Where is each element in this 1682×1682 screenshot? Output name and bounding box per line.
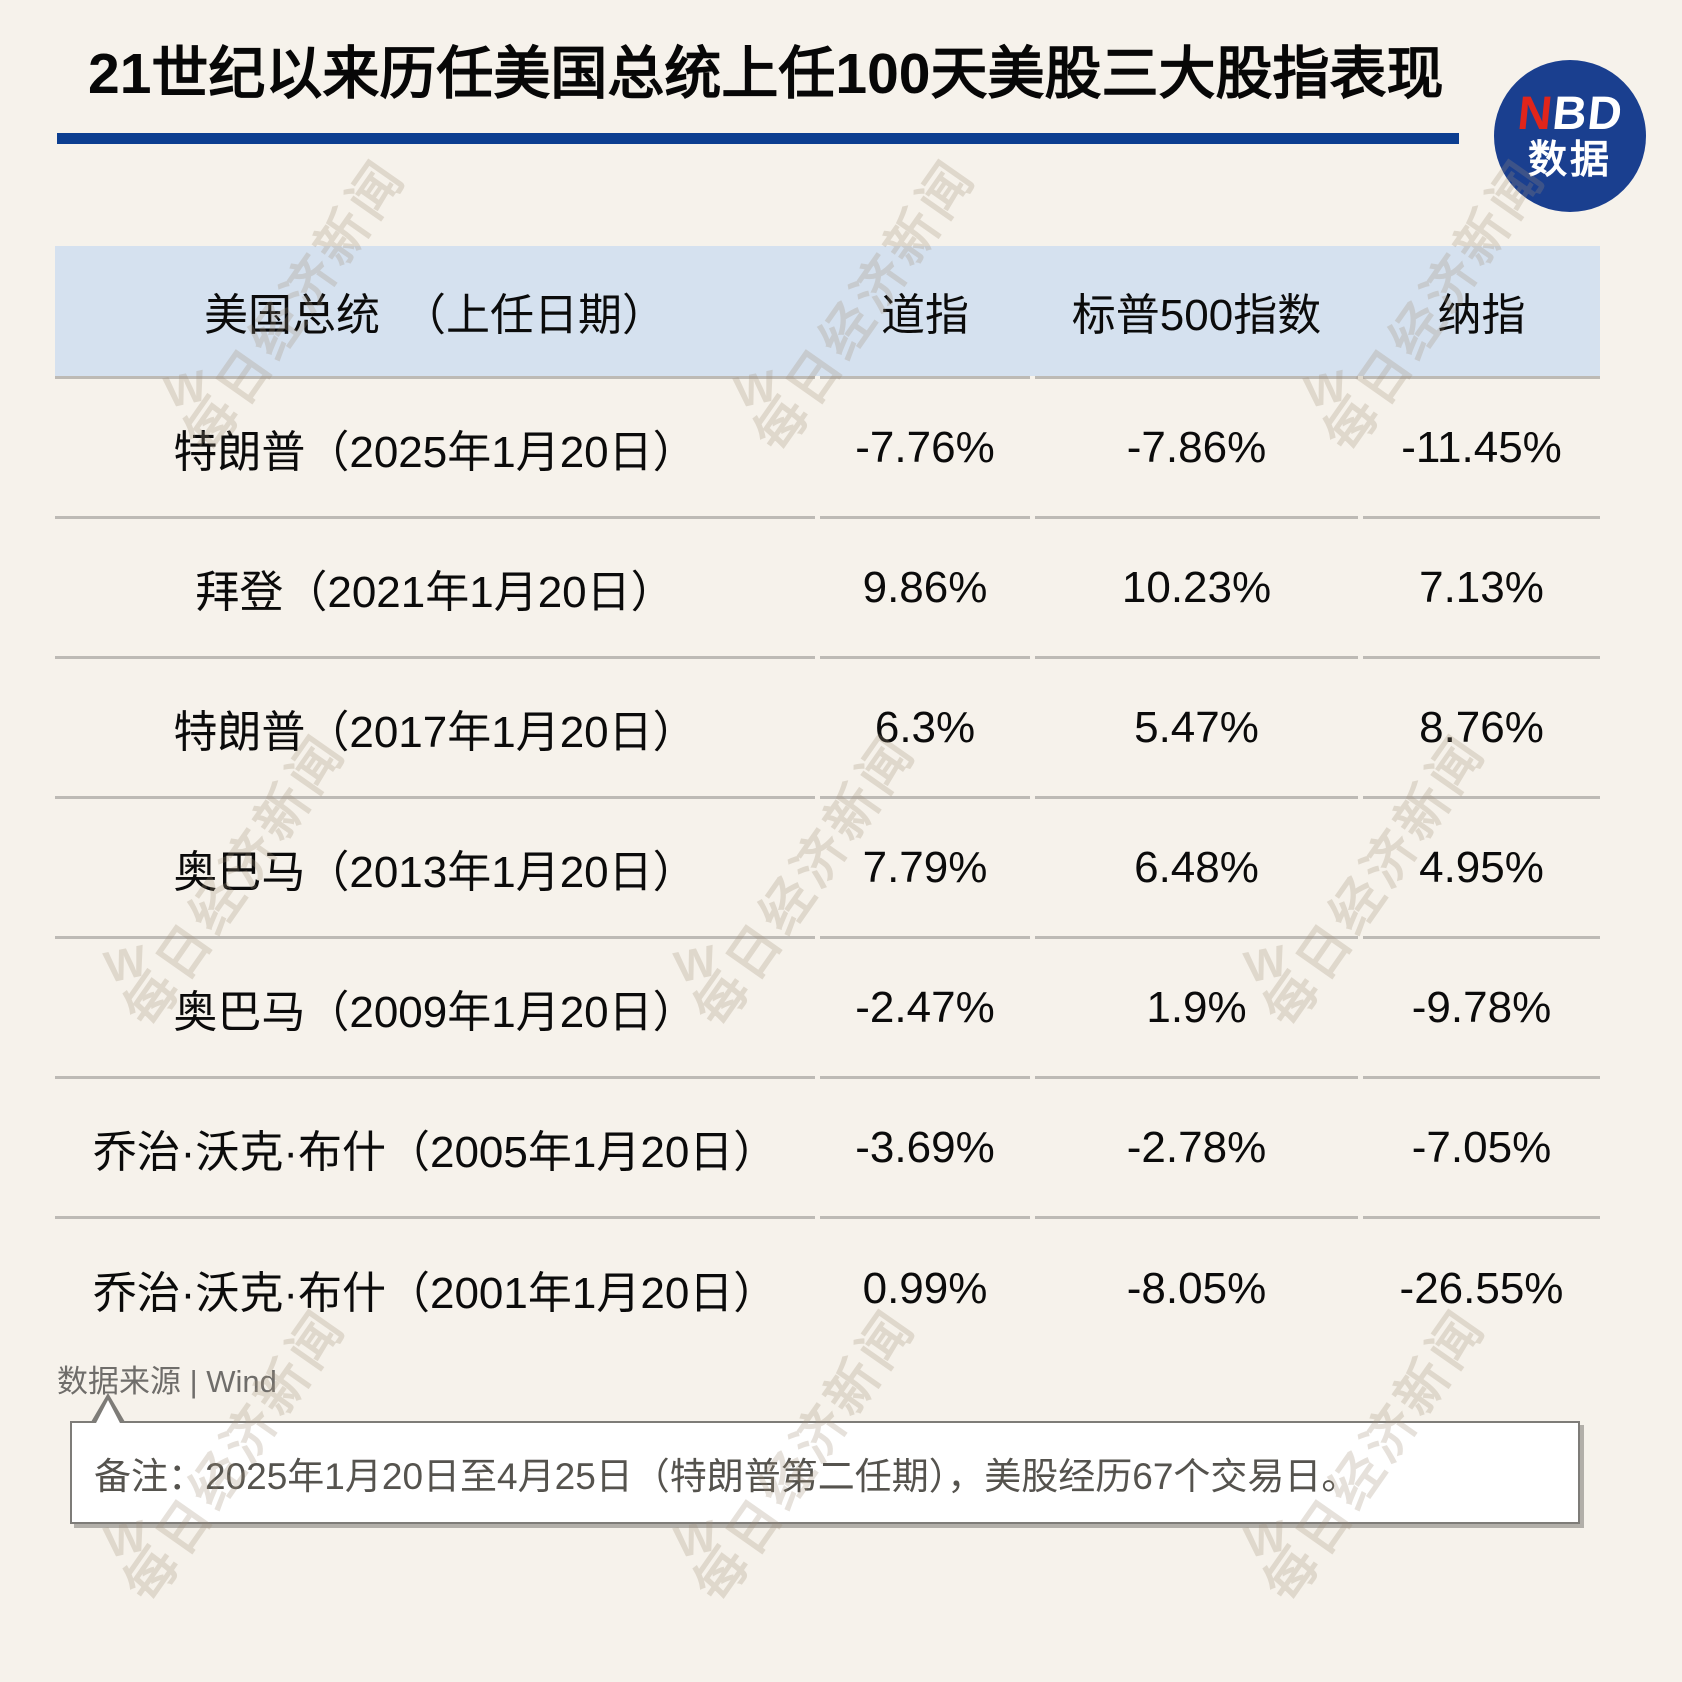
sp500-cell: 5.47% bbox=[1035, 659, 1358, 799]
nasdaq-cell: -26.55% bbox=[1399, 1264, 1564, 1313]
note-box: 备注：2025年1月20日至4月25日（特朗普第二任期），美股经历67个交易日。 bbox=[70, 1421, 1580, 1524]
sp500-cell: 10.23% bbox=[1035, 519, 1358, 659]
note-text: 备注：2025年1月20日至4月25日（特朗普第二任期），美股经历67个交易日。 bbox=[94, 1455, 1359, 1497]
president-cell: 乔治·沃克·布什（2001年1月20日） bbox=[92, 1269, 778, 1318]
table-header-row: 美国总统 （上任日期） 道指 标普500指数 纳指 bbox=[55, 246, 1600, 379]
sp500-cell: 1.9% bbox=[1035, 939, 1358, 1079]
note-callout-pointer-fill bbox=[95, 1400, 121, 1425]
header-cell-dow: 道指 bbox=[820, 246, 1030, 379]
nbd-logo-n: N bbox=[1514, 86, 1556, 139]
nbd-data-logo: NBD 数据 bbox=[1494, 60, 1646, 212]
nasdaq-cell: -7.05% bbox=[1363, 1079, 1600, 1219]
president-cell: 特朗普（2025年1月20日） bbox=[55, 379, 815, 519]
data-source-label: 数据来源 | Wind bbox=[57, 1364, 277, 1399]
nasdaq-cell: -9.78% bbox=[1363, 939, 1600, 1079]
sp500-cell: -2.78% bbox=[1035, 1079, 1358, 1219]
sp500-cell: -7.86% bbox=[1035, 379, 1358, 519]
title-underline bbox=[57, 133, 1459, 144]
sp500-cell: 6.48% bbox=[1035, 799, 1358, 939]
table-row: 特朗普（2017年1月20日） 6.3% 5.47% 8.76% bbox=[55, 659, 1600, 799]
dow-cell: -2.47% bbox=[820, 939, 1030, 1079]
nbd-logo-bd: BD bbox=[1549, 86, 1626, 139]
header-cell-president: 美国总统 （上任日期） bbox=[55, 246, 815, 379]
sp500-cell: -8.05% bbox=[1126, 1264, 1267, 1313]
page-title: 21世纪以来历任美国总统上任100天美股三大股指表现 bbox=[88, 42, 1444, 106]
table-row: 奥巴马（2013年1月20日） 7.79% 6.48% 4.95% bbox=[55, 799, 1600, 939]
nbd-logo-text: NBD bbox=[1514, 86, 1626, 139]
nbd-logo-sub: 数据 bbox=[1527, 139, 1612, 182]
dow-cell: -7.76% bbox=[820, 379, 1030, 519]
header-cell-sp500: 标普500指数 bbox=[1035, 246, 1358, 379]
dow-cell: 6.3% bbox=[820, 659, 1030, 799]
dow-cell: 7.79% bbox=[820, 799, 1030, 939]
president-cell: 特朗普（2017年1月20日） bbox=[55, 659, 815, 799]
president-cell: 奥巴马（2009年1月20日） bbox=[55, 939, 815, 1079]
nasdaq-cell: 4.95% bbox=[1363, 799, 1600, 939]
table-header-background bbox=[55, 246, 1600, 376]
dow-cell: -3.69% bbox=[820, 1079, 1030, 1219]
table-row: 乔治·沃克·布什（2005年1月20日） -3.69% -2.78% -7.05% bbox=[55, 1079, 1600, 1219]
nasdaq-cell: 8.76% bbox=[1363, 659, 1600, 799]
table-row: 奥巴马（2009年1月20日） -2.47% 1.9% -9.78% bbox=[55, 939, 1600, 1079]
nasdaq-cell: 7.13% bbox=[1363, 519, 1600, 659]
table-row: 特朗普（2025年1月20日） -7.76% -7.86% -11.45% bbox=[55, 379, 1600, 519]
header-cell-nasdaq: 纳指 bbox=[1363, 246, 1600, 379]
president-cell: 奥巴马（2013年1月20日） bbox=[55, 799, 815, 939]
nasdaq-cell: -11.45% bbox=[1363, 379, 1600, 519]
table-row: 乔治·沃克·布什（2001年1月20日） 0.99% -8.05% -26.55% bbox=[55, 1219, 1600, 1359]
dow-cell: 0.99% bbox=[862, 1264, 988, 1313]
table-body: 特朗普（2025年1月20日） -7.76% -7.86% -11.45% 拜登（202… bbox=[55, 379, 1600, 1359]
president-cell: 乔治·沃克·布什（2005年1月20日） bbox=[55, 1079, 815, 1219]
dow-cell: 9.86% bbox=[820, 519, 1030, 659]
table-row: 拜登（2021年1月20日） 9.86% 10.23% 7.13% bbox=[55, 519, 1600, 659]
index-performance-table: 美国总统 （上任日期） 道指 标普500指数 纳指 特朗普（2025年1月20日… bbox=[55, 246, 1600, 1359]
president-cell: 拜登（2021年1月20日） bbox=[55, 519, 815, 659]
